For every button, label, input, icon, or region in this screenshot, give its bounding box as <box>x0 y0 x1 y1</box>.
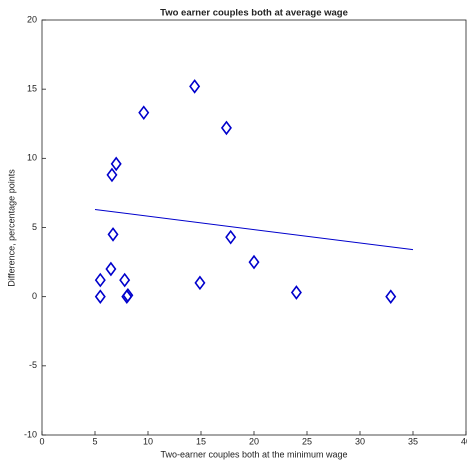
scatter-point <box>110 156 122 172</box>
scatter-point <box>225 229 237 245</box>
scatter-point <box>290 285 302 300</box>
x-tick-label: 10 <box>143 436 153 446</box>
scatter-point <box>119 272 131 288</box>
x-tick-label: 5 <box>92 436 97 446</box>
scatter-point <box>94 272 106 288</box>
scatter-point <box>138 105 150 121</box>
fit-line <box>94 209 414 251</box>
y-tick-label: 10 <box>27 153 37 163</box>
y-axis-label: Difference, percentage points <box>6 169 16 287</box>
x-tick-label: 20 <box>249 436 259 446</box>
scatter-point <box>385 289 397 305</box>
y-tick-label: 0 <box>32 291 37 301</box>
x-tick-label: 40 <box>461 436 467 446</box>
chart-title: Two earner couples both at average wage <box>160 8 348 19</box>
y-tick-label: 20 <box>27 14 37 24</box>
scatter-point <box>248 254 260 270</box>
scatter-point <box>194 275 206 291</box>
y-tick-label: -10 <box>24 429 37 439</box>
x-axis-label: Two-earner couples both at the minimum w… <box>160 449 347 459</box>
y-tick-label: 5 <box>32 222 37 232</box>
x-tick-label: 35 <box>408 436 418 446</box>
scatter-point <box>106 167 118 183</box>
scatter-point <box>189 79 201 94</box>
scatter-point <box>122 287 134 303</box>
x-tick-label: 15 <box>196 436 206 446</box>
scatter-point <box>94 289 106 305</box>
x-tick-label: 25 <box>302 436 312 446</box>
scatter-point <box>107 227 119 242</box>
y-tick-label: 15 <box>27 84 37 94</box>
scatter-point <box>105 261 117 277</box>
plot-frame <box>41 19 467 436</box>
x-tick-label: 30 <box>355 436 365 446</box>
y-tick-label: -5 <box>29 360 37 370</box>
x-tick-label: 0 <box>39 436 44 446</box>
scatter-point <box>220 120 232 136</box>
